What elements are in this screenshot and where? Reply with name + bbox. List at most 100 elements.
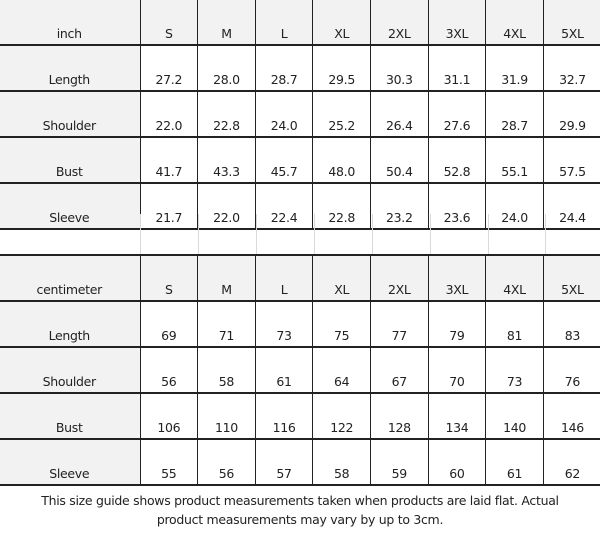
measurement-cell: 58 [197, 347, 256, 394]
measurement-cell: 58 [312, 439, 371, 486]
measurement-cell: 26.4 [370, 91, 429, 138]
size-header: M [197, 0, 256, 46]
measurement-cell: 24.4 [542, 183, 600, 230]
size-header: 5XL [542, 254, 600, 302]
measurement-cell: 128 [370, 393, 429, 440]
row-label: Sleeve [0, 183, 140, 230]
measurement-cell: 146 [542, 393, 600, 440]
measurement-cell: 43.3 [197, 137, 256, 184]
measurement-cell: 59 [370, 439, 429, 486]
size-header: 3XL [427, 0, 486, 46]
measurement-cell: 73 [485, 347, 544, 394]
measurement-cell: 57 [254, 439, 313, 486]
measurement-cell: 21.7 [139, 183, 198, 230]
size-guide-note: This size guide shows product measuremen… [0, 491, 600, 529]
measurement-cell: 56 [197, 439, 256, 486]
measurement-cell: 32.7 [542, 45, 600, 92]
grid-line [488, 214, 489, 254]
measurement-cell: 106 [139, 393, 198, 440]
table-row: Length 27.2 28.0 28.7 29.5 30.3 31.1 31.9 32.7 [0, 45, 600, 92]
measurement-cell: 28.0 [197, 45, 256, 92]
grid-line [140, 214, 141, 254]
row-label: Bust [0, 393, 140, 440]
unit-label: inch [0, 0, 140, 46]
size-header: XL [312, 254, 371, 302]
measurement-cell: 22.4 [254, 183, 313, 230]
measurement-cell: 31.1 [427, 45, 486, 92]
measurement-cell: 61 [485, 439, 544, 486]
measurement-cell: 134 [427, 393, 486, 440]
grid-line [198, 214, 199, 254]
grid-line [256, 214, 257, 254]
size-header: M [197, 254, 256, 302]
size-header: 5XL [542, 0, 600, 46]
size-header: S [139, 254, 198, 302]
measurement-cell: 55.1 [485, 137, 544, 184]
measurement-cell: 23.2 [370, 183, 429, 230]
size-header: 4XL [485, 254, 544, 302]
note-line-1: This size guide shows product measuremen… [41, 493, 559, 508]
measurement-cell: 77 [370, 301, 429, 348]
table-row: Bust 41.7 43.3 45.7 48.0 50.4 52.8 55.1 57.5 [0, 137, 600, 184]
measurement-cell: 31.9 [485, 45, 544, 92]
row-label: Shoulder [0, 91, 140, 138]
size-header: XL [312, 0, 371, 46]
measurement-cell: 57.5 [542, 137, 600, 184]
measurement-cell: 24.0 [254, 91, 313, 138]
measurement-cell: 67 [370, 347, 429, 394]
measurement-cell: 23.6 [427, 183, 486, 230]
unit-label: centimeter [0, 254, 140, 302]
size-header: 4XL [485, 0, 544, 46]
measurement-cell: 75 [312, 301, 371, 348]
measurement-cell: 62 [542, 439, 600, 486]
table-row: Shoulder 56 58 61 64 67 70 73 76 [0, 347, 600, 394]
grid-line [372, 214, 373, 254]
measurement-cell: 22.0 [139, 91, 198, 138]
row-label: Shoulder [0, 347, 140, 394]
grid-line [430, 214, 431, 254]
row-label: Bust [0, 137, 140, 184]
row-label: Length [0, 301, 140, 348]
measurement-cell: 110 [197, 393, 256, 440]
measurement-cell: 83 [542, 301, 600, 348]
measurement-cell: 122 [312, 393, 371, 440]
measurement-cell: 140 [485, 393, 544, 440]
table-row: Shoulder 22.0 22.8 24.0 25.2 26.4 27.6 28.7 29.9 [0, 91, 600, 138]
measurement-cell: 81 [485, 301, 544, 348]
measurement-cell: 73 [254, 301, 313, 348]
measurement-cell: 71 [197, 301, 256, 348]
table-row: Sleeve 55 56 57 58 59 60 61 62 [0, 439, 600, 486]
measurement-cell: 64 [312, 347, 371, 394]
measurement-cell: 50.4 [370, 137, 429, 184]
measurement-cell: 28.7 [254, 45, 313, 92]
grid-line [314, 214, 315, 254]
measurement-cell: 60 [427, 439, 486, 486]
size-header: L [254, 254, 313, 302]
measurement-cell: 41.7 [139, 137, 198, 184]
header-row: inch S M L XL 2XL 3XL 4XL 5XL [0, 0, 600, 46]
inch-size-table: inch S M L XL 2XL 3XL 4XL 5XL Length 27.2 28.0 28.7 2… [0, 0, 600, 230]
measurement-cell: 52.8 [427, 137, 486, 184]
size-header: 3XL [427, 254, 486, 302]
table-row: Length 69 71 73 75 77 79 81 83 [0, 301, 600, 348]
measurement-cell: 22.8 [197, 91, 256, 138]
measurement-cell: 29.9 [542, 91, 600, 138]
spacer-row [0, 214, 600, 254]
measurement-cell: 27.6 [427, 91, 486, 138]
size-header: 2XL [370, 254, 429, 302]
measurement-cell: 24.0 [485, 183, 544, 230]
measurement-cell: 22.0 [197, 183, 256, 230]
note-line-2: product measurements may vary by up to 3… [156, 512, 444, 527]
size-header: L [254, 0, 313, 46]
measurement-cell: 70 [427, 347, 486, 394]
measurement-cell: 55 [139, 439, 198, 486]
row-label: Sleeve [0, 439, 140, 486]
grid-line [545, 214, 546, 254]
measurement-cell: 22.8 [312, 183, 371, 230]
measurement-cell: 61 [254, 347, 313, 394]
table-row: Bust 106 110 116 122 128 134 140 146 [0, 393, 600, 440]
measurement-cell: 27.2 [139, 45, 198, 92]
table-row: Sleeve 21.7 22.0 22.4 22.8 23.2 23.6 24.0 24.4 [0, 183, 600, 230]
measurement-cell: 79 [427, 301, 486, 348]
measurement-cell: 56 [139, 347, 198, 394]
